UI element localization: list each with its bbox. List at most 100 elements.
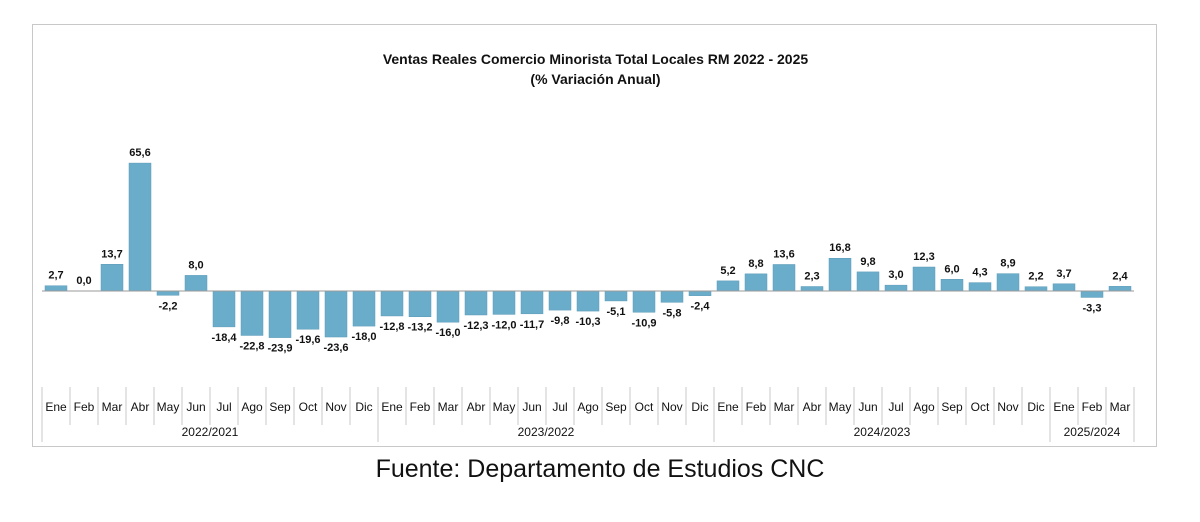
bar-value-label: -3,3 (1083, 302, 1102, 314)
x-tick-label: Ene (1053, 400, 1075, 414)
x-tick-label: May (829, 400, 852, 414)
bar (856, 271, 880, 292)
bar (800, 286, 824, 292)
bar-value-label: -5,1 (607, 306, 626, 318)
chart-title: Ventas Reales Comercio Minorista Total L… (382, 51, 809, 67)
bar-value-label: 2,4 (1112, 270, 1128, 282)
x-tick-label: Nov (997, 400, 1018, 414)
bar (44, 285, 68, 292)
bar-value-label: 8,8 (748, 258, 763, 270)
bar (688, 290, 712, 296)
x-tick-label: Sep (269, 400, 291, 414)
x-tick-label: Mar (1110, 400, 1131, 414)
x-tick-label: Jun (858, 400, 877, 414)
x-group-label: 2024/2023 (854, 425, 911, 439)
bar (240, 290, 264, 336)
bar-value-label: 16,8 (829, 242, 850, 254)
bar (940, 279, 964, 292)
x-tick-label: Jul (552, 400, 567, 414)
bar-value-label: 13,7 (101, 248, 122, 260)
x-tick-label: May (157, 400, 180, 414)
x-tick-label: Ago (241, 400, 263, 414)
bar (464, 290, 488, 316)
bar (828, 257, 852, 292)
x-tick-label: Dic (355, 400, 372, 414)
x-tick-label: Ene (45, 400, 67, 414)
bar (1080, 290, 1104, 298)
bar-value-label: 0,0 (76, 275, 91, 287)
bar (716, 280, 740, 292)
x-group-label: 2023/2022 (518, 425, 575, 439)
x-tick-label: Oct (971, 400, 990, 414)
bar-value-label: -23,6 (323, 342, 348, 354)
bar-value-label: -9,8 (551, 315, 570, 327)
x-group-label: 2022/2021 (182, 425, 239, 439)
x-tick-label: Feb (410, 400, 431, 414)
bar (968, 282, 992, 292)
bar-value-label: 2,7 (48, 270, 63, 282)
bar-value-label: -23,9 (267, 343, 292, 355)
bar-value-label: -16,0 (435, 327, 460, 339)
bar-chart: 2,7 0,0 13,7 65,6 -2,2 8,0 -18,4-22,8 -23,9-19,… (41, 147, 1135, 442)
x-tick-label: Jun (186, 400, 205, 414)
x-tick-label: Dic (1027, 400, 1044, 414)
bar-value-label: -12,3 (463, 320, 488, 332)
x-tick-label: Nov (661, 400, 682, 414)
bar (660, 290, 684, 303)
x-tick-label: Mar (774, 400, 795, 414)
x-tick-label: Ene (717, 400, 739, 414)
bar-value-label: 3,7 (1056, 268, 1071, 280)
x-tick-label: Feb (1082, 400, 1103, 414)
x-tick-label: Jul (216, 400, 231, 414)
bar-value-label: -19,6 (295, 334, 320, 346)
bar (1024, 286, 1048, 292)
bar (996, 273, 1020, 292)
bar-value-label: 65,6 (129, 147, 150, 159)
x-tick-label: Mar (102, 400, 123, 414)
bar (296, 290, 320, 330)
bar (184, 275, 208, 292)
bar (436, 290, 460, 323)
bar-value-label: -13,2 (407, 322, 432, 334)
bar (156, 290, 180, 296)
x-tick-label: Feb (74, 400, 95, 414)
bar (380, 290, 404, 317)
bar-value-label: 5,2 (720, 265, 735, 277)
bar (1108, 286, 1132, 292)
bar-value-label: -22,8 (239, 340, 264, 352)
x-tick-label: Sep (941, 400, 963, 414)
bar-value-label: -11,7 (520, 319, 544, 331)
bar (772, 264, 796, 292)
x-tick-label: Abr (131, 400, 150, 414)
source-note: Fuente: Departamento de Estudios CNC (375, 455, 825, 483)
bar (1052, 283, 1076, 292)
x-tick-label: Oct (635, 400, 654, 414)
bar (548, 290, 572, 311)
bar-value-label: 9,8 (860, 256, 875, 268)
bar-value-label: -2,2 (159, 300, 178, 312)
bar (212, 290, 236, 328)
bar-value-label: -18,4 (211, 332, 237, 344)
x-tick-label: Feb (746, 400, 767, 414)
bar-value-label: -5,8 (663, 307, 682, 319)
bar (128, 162, 152, 292)
bar-value-label: 4,3 (972, 267, 987, 279)
bar-value-label: -2,4 (691, 301, 711, 313)
bar-value-label: -10,3 (575, 316, 600, 328)
bar (268, 290, 292, 338)
x-tick-label: Abr (803, 400, 822, 414)
bar-value-label: 2,3 (804, 271, 819, 283)
x-tick-label: Ago (913, 400, 935, 414)
bar-value-label: 13,6 (773, 248, 794, 260)
bar-value-label: -10,9 (631, 317, 656, 329)
x-tick-label: Dic (691, 400, 708, 414)
bar (324, 290, 348, 338)
bar (352, 290, 376, 327)
bar-value-label: -18,0 (351, 331, 376, 343)
chart-subtitle: (% Variación Anual) (530, 71, 661, 87)
bar-value-label: -12,8 (379, 321, 404, 333)
chart-frame: Ventas Reales Comercio Minorista Total L… (32, 24, 1157, 447)
bar-value-label: 8,0 (188, 259, 203, 271)
bar (912, 266, 936, 292)
bar-value-label: -12,0 (491, 319, 516, 331)
